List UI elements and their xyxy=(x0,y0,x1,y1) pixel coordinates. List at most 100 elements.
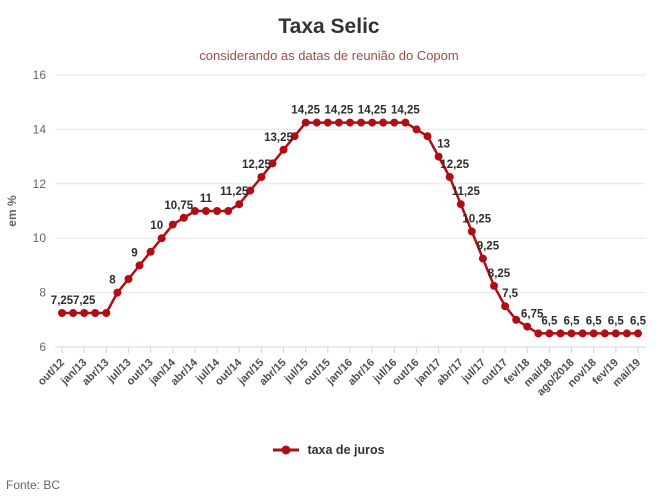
svg-text:10: 10 xyxy=(33,231,47,245)
svg-text:7,25: 7,25 xyxy=(51,295,74,307)
data-point xyxy=(190,207,199,215)
legend-label: taxa de juros xyxy=(307,443,385,457)
svg-text:10,75: 10,75 xyxy=(164,200,193,212)
svg-text:13,25: 13,25 xyxy=(264,132,293,144)
data-point xyxy=(368,118,377,127)
data-point xyxy=(589,329,598,338)
data-point xyxy=(202,207,210,215)
data-point xyxy=(246,186,255,195)
series-points xyxy=(58,118,642,338)
data-point xyxy=(357,118,366,127)
svg-text:7,25: 7,25 xyxy=(73,295,96,307)
svg-text:8,25: 8,25 xyxy=(488,268,511,280)
svg-text:11,25: 11,25 xyxy=(220,186,249,198)
data-point xyxy=(456,200,465,209)
data-point xyxy=(611,329,620,338)
data-point xyxy=(423,132,432,141)
data-point xyxy=(235,200,244,209)
data-point xyxy=(168,220,177,229)
data-point xyxy=(401,118,410,127)
svg-text:13: 13 xyxy=(437,139,450,151)
data-point xyxy=(501,302,510,311)
data-point xyxy=(445,173,454,181)
y-axis-title: em % xyxy=(5,195,19,227)
data-point xyxy=(135,261,144,270)
data-point xyxy=(490,281,498,290)
selic-line-chart: 6 8 10 12 14 16 em % out/12 jan/13 abr/13 jul/13 ou… xyxy=(0,65,658,427)
legend-item-taxa-de-juros[interactable]: taxa de juros xyxy=(0,443,658,457)
data-point xyxy=(58,309,66,317)
chart-canvas: 6 8 10 12 14 16 em % out/12jan/13abr/13jul/13ou… xyxy=(5,68,647,398)
data-point xyxy=(346,118,354,127)
data-point xyxy=(567,329,576,338)
chart-subtitle: considerando as datas de reunião do Copo… xyxy=(199,48,459,63)
svg-text:10,25: 10,25 xyxy=(462,213,491,225)
data-point xyxy=(257,173,266,181)
svg-text:14,25: 14,25 xyxy=(291,105,320,117)
svg-text:8: 8 xyxy=(109,275,116,287)
data-point xyxy=(179,213,188,222)
data-point xyxy=(512,315,521,324)
data-point xyxy=(157,234,166,243)
data-point xyxy=(523,322,532,331)
x-axis: out/12jan/13abr/13jul/13out/13jan/14abr/… xyxy=(36,346,646,398)
svg-text:6,5: 6,5 xyxy=(630,315,647,327)
y-axis-labels: 6 8 10 12 14 16 xyxy=(33,68,47,354)
svg-text:12,25: 12,25 xyxy=(242,159,271,171)
data-point xyxy=(600,329,609,338)
svg-text:12: 12 xyxy=(33,177,47,191)
svg-text:14: 14 xyxy=(33,122,47,136)
series-line xyxy=(62,121,638,335)
svg-text:6,75: 6,75 xyxy=(521,309,544,321)
data-point xyxy=(390,118,399,127)
source-note: Fonte: BC xyxy=(6,478,61,492)
data-point xyxy=(102,309,111,317)
legend-line-dot-icon xyxy=(273,445,300,455)
data-point xyxy=(301,118,310,127)
data-point xyxy=(634,329,642,338)
svg-text:9,25: 9,25 xyxy=(477,241,500,253)
data-point xyxy=(434,152,443,161)
data-point xyxy=(91,309,100,317)
data-point xyxy=(478,254,487,263)
data-point xyxy=(146,247,155,256)
data-point xyxy=(69,309,78,317)
svg-text:6,5: 6,5 xyxy=(541,315,558,327)
svg-text:12,25: 12,25 xyxy=(440,159,469,171)
data-point xyxy=(534,329,543,338)
svg-text:11,25: 11,25 xyxy=(452,186,481,198)
data-point xyxy=(80,309,89,317)
svg-text:6,5: 6,5 xyxy=(608,315,625,327)
data-point xyxy=(334,118,343,127)
chart-title: Taxa Selic xyxy=(278,15,380,38)
data-point xyxy=(290,132,299,141)
data-point xyxy=(268,159,277,168)
svg-text:10: 10 xyxy=(150,220,163,232)
svg-text:6,5: 6,5 xyxy=(586,315,603,327)
data-point xyxy=(279,145,288,154)
svg-text:14,25: 14,25 xyxy=(325,105,354,117)
svg-text:9: 9 xyxy=(131,247,137,259)
data-point xyxy=(124,275,133,283)
svg-text:7,5: 7,5 xyxy=(502,288,519,300)
data-point xyxy=(545,329,554,338)
data-point xyxy=(622,329,631,338)
data-point xyxy=(113,288,122,297)
data-point xyxy=(224,207,233,215)
svg-text:8: 8 xyxy=(39,286,46,300)
data-point xyxy=(412,125,421,134)
svg-text:14,25: 14,25 xyxy=(391,105,420,117)
svg-text:11: 11 xyxy=(200,193,213,205)
svg-text:14,25: 14,25 xyxy=(358,105,387,117)
data-point xyxy=(556,329,565,338)
svg-text:6: 6 xyxy=(39,340,46,354)
data-point xyxy=(213,207,222,215)
data-point xyxy=(379,118,388,127)
data-point xyxy=(467,227,476,236)
svg-text:16: 16 xyxy=(33,68,47,82)
data-point xyxy=(578,329,587,338)
svg-text:6,5: 6,5 xyxy=(564,315,581,327)
data-point xyxy=(312,118,321,127)
